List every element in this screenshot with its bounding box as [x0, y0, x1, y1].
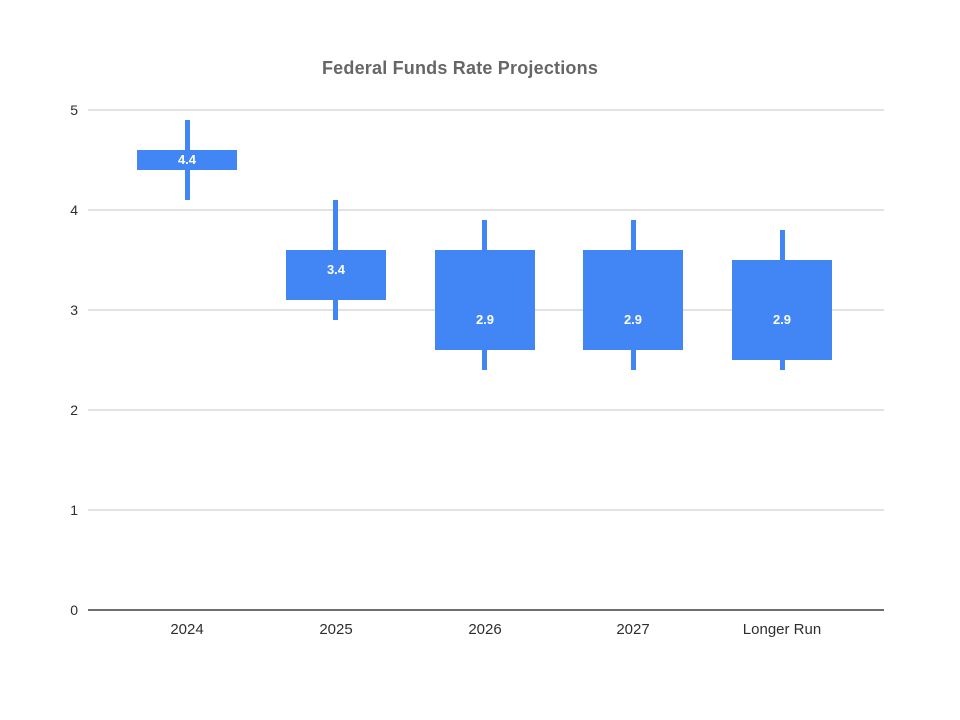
value-label-2026: 2.9 [475, 312, 495, 327]
x-label-longer-run: Longer Run [742, 621, 822, 638]
y-tick-label-3: 3 [70, 302, 78, 318]
gridline-1 [88, 509, 884, 511]
value-label-longer-run: 2.9 [772, 312, 792, 327]
value-label-2024: 4.4 [177, 152, 197, 167]
gridline-2 [88, 409, 884, 411]
value-label-2027: 2.9 [623, 312, 643, 327]
x-label-2025: 2025 [319, 621, 353, 638]
gridline-4 [88, 209, 884, 211]
box-2025 [286, 250, 386, 300]
y-tick-label-5: 5 [70, 102, 78, 118]
x-label-2026: 2026 [468, 621, 502, 638]
box-2024 [137, 150, 237, 170]
value-label-2025: 3.4 [326, 262, 346, 277]
y-tick-label-4: 4 [70, 202, 78, 218]
x-label-2027: 2027 [616, 621, 650, 638]
y-tick-label-0: 0 [70, 602, 78, 618]
gridline-5 [88, 109, 884, 111]
x-label-2024: 2024 [170, 621, 204, 638]
y-tick-label-1: 1 [70, 502, 78, 518]
x-axis-line [88, 609, 884, 611]
box-2027 [583, 250, 683, 350]
box-longer-run [732, 260, 832, 360]
chart-title: Federal Funds Rate Projections [321, 58, 599, 78]
box-2026 [435, 250, 535, 350]
y-tick-label-2: 2 [70, 402, 78, 418]
